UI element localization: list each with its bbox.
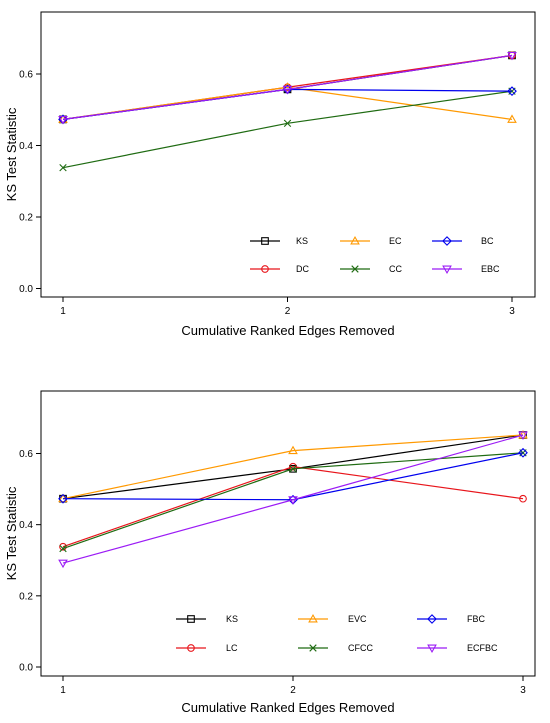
data-point-ecfbc [58, 559, 68, 569]
legend-label-cfcc: CFCC [348, 643, 373, 653]
data-point-fbc [518, 447, 528, 458]
legend-marker-bc [442, 236, 452, 246]
y-tick-label: 0.4 [19, 520, 33, 531]
data-point-ebc [282, 85, 293, 95]
data-point-ebc [507, 51, 517, 61]
x-tick-label: 1 [60, 685, 66, 696]
legend-label-ecfbc: ECFBC [467, 643, 498, 653]
data-point-ec [507, 114, 517, 123]
data-point-evc [288, 445, 298, 455]
series-cfcc [59, 449, 527, 553]
chart-2: 0.0 0.2 0.4 0.6 1 2 3 Cumulative Ranked Edges R… [4, 390, 536, 715]
legend: KS LC EVC CFCC FBC ECFBC [176, 613, 498, 654]
x-tick-label: 3 [509, 306, 515, 317]
y-tick-label: 0.4 [19, 141, 33, 152]
legend-label-bc: BC [481, 236, 494, 246]
legend-label-dc: DC [296, 264, 309, 274]
series-lc [59, 462, 527, 551]
legend: KS DC EC CC BC EBC [250, 235, 500, 275]
legend-label-ec: EC [389, 236, 402, 246]
data-point-cc [283, 119, 292, 128]
data-point-cfcc [59, 544, 67, 553]
series-cc [59, 87, 516, 172]
y-tick-label: 0.0 [19, 663, 33, 674]
chart-1: 0.0 0.2 0.4 0.6 1 2 3 Cumulative Ranked Edges R… [4, 11, 536, 338]
series-line-ec [62, 86, 513, 120]
data-point-ecfbc [518, 431, 528, 441]
y-tick-label: 0.2 [19, 213, 33, 224]
y-axis-label: KS Test Statistic [4, 486, 19, 580]
legend-marker-evc [308, 613, 318, 623]
plot-frame [40, 11, 536, 298]
x-tick-label: 1 [60, 306, 66, 317]
legend-marker-ks [261, 237, 269, 245]
legend-marker-ks [187, 615, 195, 623]
series-line-ebc [62, 54, 513, 120]
data-point-lc [519, 494, 527, 503]
series-ebc [58, 51, 517, 125]
y-tick-label: 0.6 [19, 70, 33, 81]
x-axis-label: Cumulative Ranked Edges Removed [181, 700, 394, 715]
y-axis-label: KS Test Statistic [4, 107, 19, 201]
legend-marker-cfcc [309, 644, 317, 652]
x-axis-label: Cumulative Ranked Edges Removed [181, 323, 394, 338]
data-point-ebc [58, 115, 68, 125]
legend-label-fbc: FBC [467, 614, 486, 624]
legend-marker-lc [187, 644, 195, 652]
y-tick-label: 0.2 [19, 591, 33, 602]
x-tick-label: 2 [290, 685, 296, 696]
series-ecfbc [58, 431, 528, 569]
data-point-lc [289, 462, 297, 471]
legend-marker-dc [261, 265, 269, 273]
data-point-ecfbc [288, 496, 298, 505]
legend-label-ebc: EBC [481, 264, 500, 274]
data-point-bc [507, 86, 517, 97]
y-tick-label: 0.0 [19, 284, 33, 295]
data-point-cc [59, 163, 67, 172]
legend-marker-cc [351, 265, 359, 273]
series-line-ecfbc [62, 434, 524, 564]
x-tick-label: 2 [285, 306, 291, 317]
plot-frame [40, 390, 536, 677]
data-point-lc [59, 542, 67, 551]
legend-label-ks: KS [296, 236, 308, 246]
legend-marker-ecfbc [427, 644, 437, 654]
series-line-fbc [62, 452, 524, 501]
legend-marker-fbc [427, 614, 437, 624]
x-tick-label: 3 [520, 685, 526, 696]
series-line-evc [62, 434, 524, 500]
legend-marker-ec [350, 235, 360, 245]
series-line-cc [62, 90, 513, 169]
legend-marker-ebc [442, 265, 452, 275]
data-point-fbc [58, 493, 68, 504]
legend-label-ks: KS [226, 614, 238, 624]
series-line-lc [62, 466, 524, 548]
legend-label-lc: LC [226, 643, 238, 653]
y-tick-label: 0.6 [19, 449, 33, 460]
legend-label-evc: EVC [348, 614, 367, 624]
legend-label-cc: CC [389, 264, 402, 274]
data-point-cfcc [289, 465, 297, 473]
